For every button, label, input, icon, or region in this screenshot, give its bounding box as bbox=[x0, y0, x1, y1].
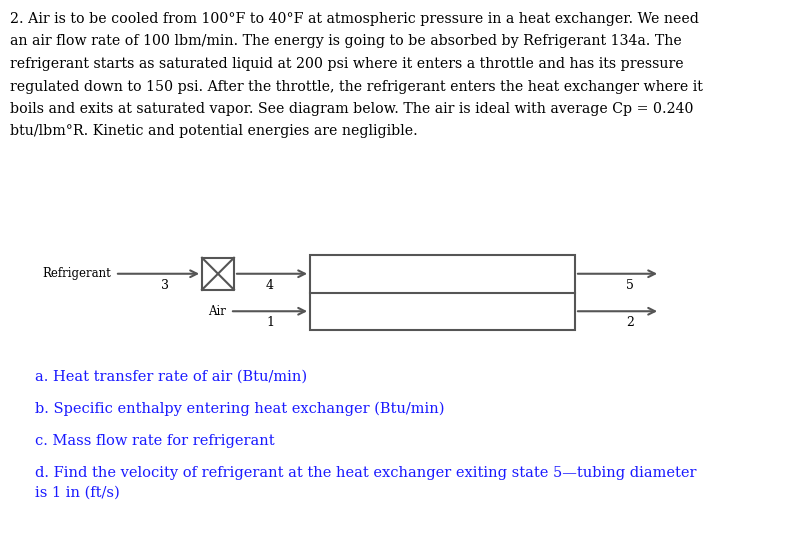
Text: boils and exits at saturated vapor. See diagram below. The air is ideal with ave: boils and exits at saturated vapor. See … bbox=[10, 102, 693, 116]
Text: b. Specific enthalpy entering heat exchanger (Btu/min): b. Specific enthalpy entering heat excha… bbox=[35, 402, 445, 416]
Bar bbox=[310, 255, 575, 330]
Text: a. Heat transfer rate of air (Btu/min): a. Heat transfer rate of air (Btu/min) bbox=[35, 370, 307, 384]
Text: 3: 3 bbox=[161, 278, 169, 292]
Text: d. Find the velocity of refrigerant at the heat exchanger exiting state 5—tubing: d. Find the velocity of refrigerant at t… bbox=[35, 466, 697, 480]
Text: refrigerant starts as saturated liquid at 200 psi where it enters a throttle and: refrigerant starts as saturated liquid a… bbox=[10, 57, 684, 71]
Text: 5: 5 bbox=[626, 278, 634, 292]
Text: 1: 1 bbox=[266, 316, 274, 329]
Text: c. Mass flow rate for refrigerant: c. Mass flow rate for refrigerant bbox=[35, 434, 275, 448]
Text: 4: 4 bbox=[266, 278, 274, 292]
Text: 2: 2 bbox=[626, 316, 634, 329]
Text: Air: Air bbox=[208, 305, 226, 318]
Text: btu/lbm°R. Kinetic and potential energies are negligible.: btu/lbm°R. Kinetic and potential energie… bbox=[10, 124, 418, 138]
Text: is 1 in (ft/s): is 1 in (ft/s) bbox=[35, 486, 120, 500]
Text: 2. Air is to be cooled from 100°F to 40°F at atmospheric pressure in a heat exch: 2. Air is to be cooled from 100°F to 40°… bbox=[10, 12, 699, 26]
Text: an air flow rate of 100 lbm/min. The energy is going to be absorbed by Refrigera: an air flow rate of 100 lbm/min. The ene… bbox=[10, 34, 681, 49]
Text: regulated down to 150 psi. After the throttle, the refrigerant enters the heat e: regulated down to 150 psi. After the thr… bbox=[10, 80, 703, 94]
Text: Refrigerant: Refrigerant bbox=[42, 267, 111, 280]
